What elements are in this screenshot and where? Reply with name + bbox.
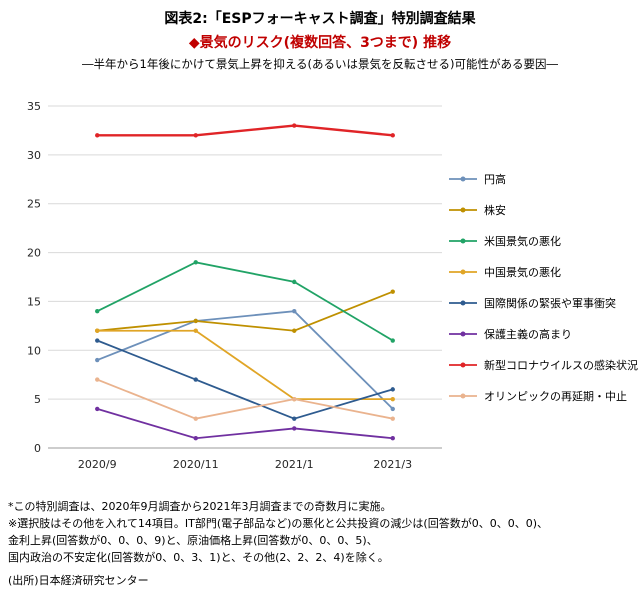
legend-swatch-icon — [449, 269, 477, 275]
data-point — [95, 406, 100, 412]
y-axis-tick-label: 30 — [27, 149, 41, 162]
legend-swatch-icon — [449, 331, 477, 337]
data-point — [292, 123, 297, 128]
series-line — [96, 339, 394, 420]
legend-item: 新型コロナウイルスの感染状況 — [448, 358, 638, 372]
data-point — [193, 133, 198, 138]
source-note: (出所)日本経済研究センター — [8, 574, 149, 588]
chart-legend: 円高株安米国景気の悪化 中国景気の悪化国際関係の緊張や軍事衝突 保護主義の高まり新型… — [448, 172, 638, 488]
legend-label: 新型コロナウイルスの感染状況 — [484, 359, 638, 372]
legend-label: 国際関係の緊張や軍事衝突 — [484, 297, 616, 310]
legend-label: 米国景気の悪化 — [484, 235, 561, 248]
data-point — [95, 133, 100, 138]
legend-label: 保護主義の高まり — [484, 328, 572, 341]
y-axis-tick-label: 15 — [27, 295, 41, 308]
data-point — [193, 318, 198, 324]
y-axis-tick-label: 20 — [27, 247, 41, 260]
data-point — [390, 406, 395, 412]
data-point — [390, 416, 395, 421]
data-point — [193, 416, 198, 421]
y-axis-tick-label: 0 — [34, 442, 41, 455]
legend-label: 円高 — [484, 173, 506, 186]
data-point — [292, 328, 297, 333]
footnotes: *この特別調査は、2020年9月調査から2021年3月調査までの奇数月に実施。 ※… — [8, 498, 632, 566]
data-point — [292, 426, 297, 431]
legend-swatch-icon — [449, 300, 477, 306]
data-point — [95, 357, 100, 363]
series-line — [97, 124, 393, 137]
data-point — [292, 309, 297, 314]
legend-item: 株安 — [448, 203, 638, 217]
legend-item: 国際関係の緊張や軍事衝突 — [448, 296, 638, 310]
legend-swatch-icon — [449, 238, 477, 244]
chart-subtitle-note: ―半年から1年後にかけて景気上昇を抑える(あるいは景気を反転させる)可能性がある… — [82, 57, 558, 71]
data-point — [292, 279, 297, 285]
legend-item: 米国景気の悪化 — [448, 234, 638, 248]
legend-swatch-icon — [449, 176, 477, 182]
data-point — [292, 416, 297, 421]
x-axis-tick-label: 2020/11 — [173, 458, 219, 471]
legend-item: 保護主義の高まり — [448, 327, 638, 341]
legend-label: オリンピックの再延期・中止 — [484, 390, 627, 403]
data-point — [390, 289, 395, 294]
legend-item: 中国景気の悪化 — [448, 265, 638, 279]
x-axis-tick-label: 2020/9 — [78, 458, 117, 471]
series-line — [97, 329, 393, 401]
data-point — [193, 436, 198, 441]
series-line — [96, 408, 393, 440]
data-point — [193, 377, 198, 382]
data-point — [193, 328, 198, 333]
y-axis-tick-label: 35 — [27, 100, 41, 113]
x-axis-tick-label: 2021/1 — [275, 458, 314, 471]
y-axis-tick-label: 5 — [34, 393, 41, 406]
series-line — [96, 310, 394, 410]
data-point — [390, 338, 395, 343]
series-line — [97, 290, 394, 332]
line-chart: 0 5 10 15 20 25 30 35 2020/9 2020/11 2021/1 2021/3 — [27, 100, 442, 471]
legend-swatch-icon — [449, 393, 477, 399]
footnote-line: 金利上昇(回答数が0、0、0、9)と、原油価格上昇(回答数が0、0、0、5)、 — [8, 534, 378, 548]
data-point — [95, 377, 100, 382]
series-line — [96, 261, 394, 342]
chart-area: 0 5 10 15 20 25 30 35 2020/9 2020/11 2021/1 2021/3 … — [8, 96, 638, 488]
series-line — [96, 378, 393, 420]
data-point — [95, 309, 100, 314]
data-point — [390, 396, 395, 402]
data-point — [95, 328, 100, 333]
data-point — [390, 387, 395, 392]
footnote-line: *この特別調査は、2020年9月調査から2021年3月調査までの奇数月に実施。 — [8, 500, 392, 513]
chart-subtitle: ◆景気のリスク(複数回答、3つまで) 推移 — [188, 35, 452, 51]
data-point — [95, 338, 100, 343]
legend-swatch-icon — [449, 207, 477, 213]
legend-item: オリンピックの再延期・中止 — [448, 389, 638, 403]
title-block: 図表2:「ESPフォーキャスト調査」特別調査結果 ◆景気のリスク(複数回答、3つ… — [8, 8, 632, 72]
legend-item: 円高 — [448, 172, 638, 186]
chart-title: 図表2:「ESPフォーキャスト調査」特別調査結果 — [164, 11, 476, 27]
legend-label: 株安 — [484, 204, 506, 217]
footnote-line: ※選択肢はその他を入れて14項目。IT部門(電子部品など)の悪化と公共投資の減少… — [8, 517, 549, 531]
y-axis-tick-label: 25 — [27, 198, 41, 211]
data-point — [390, 436, 395, 441]
y-axis-tick-label: 10 — [27, 344, 41, 357]
footnote-line: 国内政治の不安定化(回答数が0、0、3、1)と、その他(2、2、2、4)を除く。 — [8, 551, 389, 565]
data-point — [193, 260, 198, 265]
data-point — [390, 133, 395, 138]
legend-swatch-icon — [449, 362, 477, 368]
data-point — [292, 396, 297, 402]
legend-label: 中国景気の悪化 — [484, 266, 561, 279]
x-axis-tick-label: 2021/3 — [373, 458, 412, 471]
